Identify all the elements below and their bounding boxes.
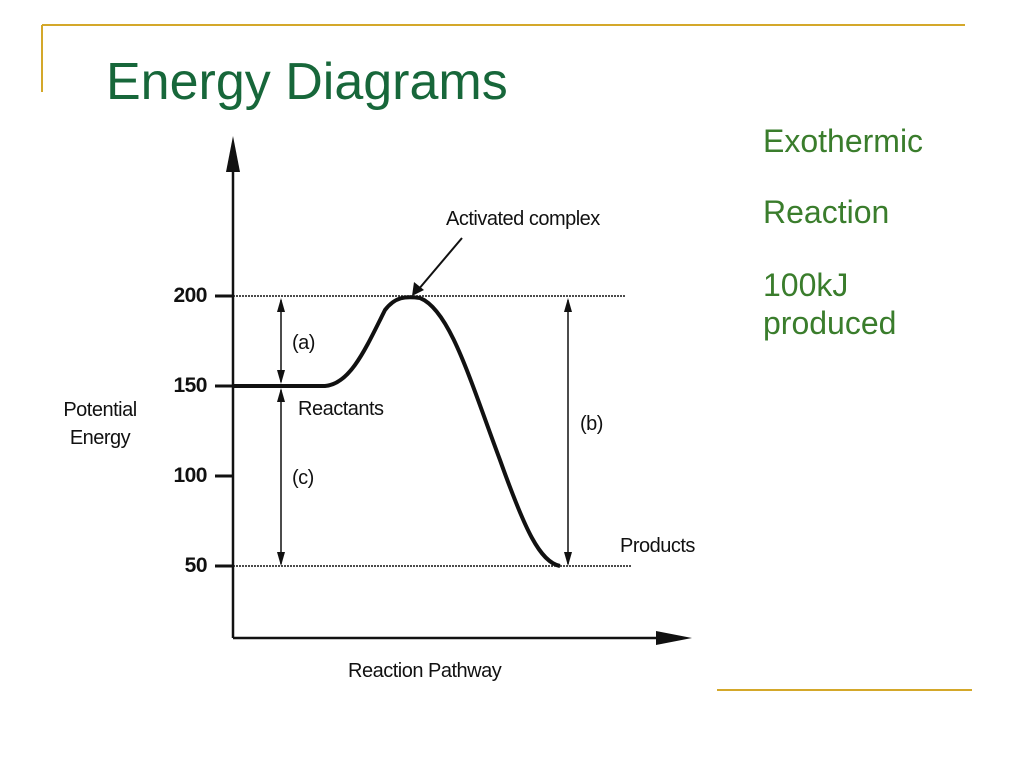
arrowhead — [277, 388, 285, 402]
side-text: 100kJ produced — [763, 267, 897, 341]
label-b: (b) — [580, 413, 603, 435]
arrowhead — [412, 282, 424, 296]
activated-complex-label: Activated complex — [446, 208, 600, 230]
label-a: (a) — [292, 332, 315, 354]
arrows — [277, 237, 572, 566]
y-tick-label: 200 — [173, 284, 207, 307]
y-axis-arrow — [226, 136, 240, 172]
y-tick-label: 50 — [184, 554, 208, 577]
pointer — [417, 237, 463, 291]
x-axis-label: Reaction Pathway — [348, 660, 502, 682]
arrowhead — [564, 552, 572, 566]
y-axis-label: Potential Energy — [63, 399, 137, 449]
arrowhead — [564, 298, 572, 312]
energy-curve — [233, 295, 561, 568]
arrowhead — [277, 370, 285, 384]
slide-title: Energy Diagrams — [106, 53, 508, 111]
y-tick-label: 150 — [173, 374, 207, 397]
x-axis-arrow — [656, 631, 692, 645]
products-label: Products — [620, 535, 695, 557]
diagram — [215, 136, 692, 645]
label-c: (c) — [292, 467, 314, 489]
side-text: Exothermic — [763, 123, 924, 159]
reactants-label: Reactants — [298, 398, 384, 420]
arrowhead — [277, 552, 285, 566]
side-text: Reaction — [763, 194, 890, 230]
y-tick-label: 100 — [173, 464, 207, 487]
arrowhead — [277, 298, 285, 312]
tick-marks — [215, 294, 233, 568]
